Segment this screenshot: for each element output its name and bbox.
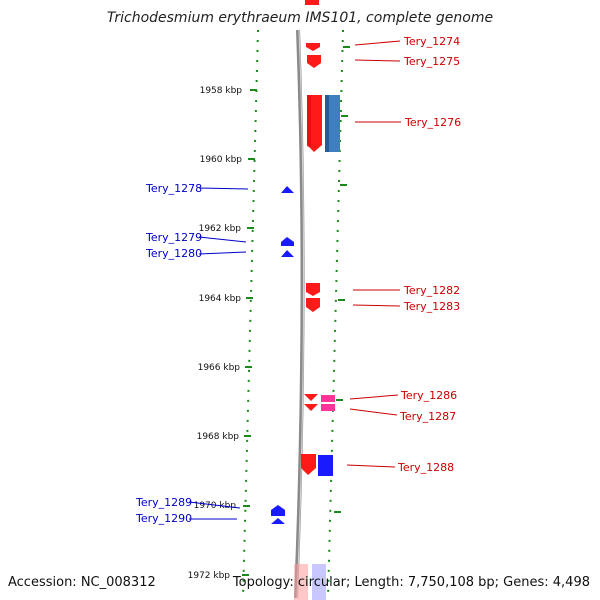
gene-arrow-tery-1280[interactable] [281,250,294,257]
gene-label-tery-1287[interactable]: Tery_1287 [399,410,456,423]
gene-feature-faded[interactable] [294,564,308,600]
gene-arrow-tery-1290[interactable] [271,518,285,524]
gene-arrow-tery-1286[interactable] [304,394,318,401]
gene-arrow-tery-1275[interactable] [307,55,321,68]
forward-genes [294,0,340,600]
gene-label-tery-1289[interactable]: Tery_1289 [135,496,192,509]
scale-tick: 1964 kbp [199,294,253,304]
accession-text: Accession: NC_008312 [8,575,156,590]
gene-label-tery-1279[interactable]: Tery_1279 [145,231,202,244]
gene-block-tery-1287-pink[interactable] [321,404,335,411]
inner-track-guide [242,29,259,599]
gene-label-tery-1288[interactable]: Tery_1288 [397,461,454,474]
tick-label: 1958 kbp [200,86,243,96]
gene-arrow-tery-1279[interactable] [281,237,294,246]
scale-tick: 1966 kbp [198,363,252,373]
scale-tick: 1970 kbp [194,501,250,511]
forward-gene-labels: Tery_1274 Tery_1275 Tery_1276 Tery_1282 … [346,35,461,474]
label-leader [198,251,247,255]
gene-block-tery-1288-blue[interactable] [318,455,333,476]
gene-block-tery-1286-pink[interactable] [321,395,335,402]
gene-label-tery-1276[interactable]: Tery_1276 [404,116,461,129]
gene-arrow-tery-1283[interactable] [306,298,320,312]
tick-label: 1970 kbp [194,501,237,511]
gene-feature-partial[interactable] [305,0,319,5]
scale-tick: 1962 kbp [199,224,254,234]
label-leader [188,501,241,509]
label-leader [354,40,401,46]
gene-label-tery-1282[interactable]: Tery_1282 [403,284,460,297]
tick-label: 1960 kbp [200,155,243,165]
reverse-gene-labels: Tery_1278 Tery_1279 Tery_1280 Tery_1289 … [135,182,249,525]
gene-arrow-tery-1278[interactable] [281,186,294,193]
gene-label-tery-1283[interactable]: Tery_1283 [403,300,460,313]
scale-tick: 1968 kbp [197,432,251,442]
map-title: Trichodesmium erythraeum IMS101, complet… [107,10,493,26]
gene-arrow-tery-1276[interactable] [307,95,322,152]
gene-arrow-tery-1289[interactable] [271,505,285,516]
scale-tick: 1958 kbp [200,86,257,96]
gene-arrow-tery-1282[interactable] [306,283,320,296]
reverse-genes [271,186,294,524]
gene-shade [325,95,329,152]
gene-label-tery-1274[interactable]: Tery_1274 [403,35,460,48]
scale-tick: 1972 kbp [188,571,249,581]
tick-label: 1972 kbp [188,571,231,581]
gene-arrow-tery-1287[interactable] [304,404,318,411]
genome-backbone [294,29,305,599]
gene-label-tery-1275[interactable]: Tery_1275 [403,55,460,68]
label-leader [349,408,398,416]
gene-arrow-tery-1288[interactable] [301,454,316,475]
label-leader [198,236,247,243]
tick-label: 1962 kbp [199,224,242,234]
gene-label-tery-1280[interactable]: Tery_1280 [145,247,202,260]
gene-shade [307,95,311,147]
gene-arrow-tery-1274[interactable] [306,43,320,51]
tick-label: 1964 kbp [199,294,242,304]
gene-label-tery-1286[interactable]: Tery_1286 [400,389,457,402]
genome-backbone-highlight [296,29,305,599]
tick-label: 1966 kbp [198,363,241,373]
label-leader [349,394,399,400]
label-leader [346,464,396,468]
tick-label: 1968 kbp [197,432,240,442]
label-leader [198,187,249,190]
label-leader [352,304,401,307]
gene-feature-faded[interactable] [312,564,326,600]
topology-text: Topology: circular; Length: 7,750,108 bp… [232,575,590,590]
gene-label-tery-1278[interactable]: Tery_1278 [145,182,202,195]
scale-ticks: 1958 kbp 1960 kbp 1962 kbp 1964 kbp 1966… [188,46,350,581]
gene-label-tery-1290[interactable]: Tery_1290 [135,512,192,525]
label-leader [354,59,401,62]
scale-tick: 1960 kbp [200,155,255,165]
